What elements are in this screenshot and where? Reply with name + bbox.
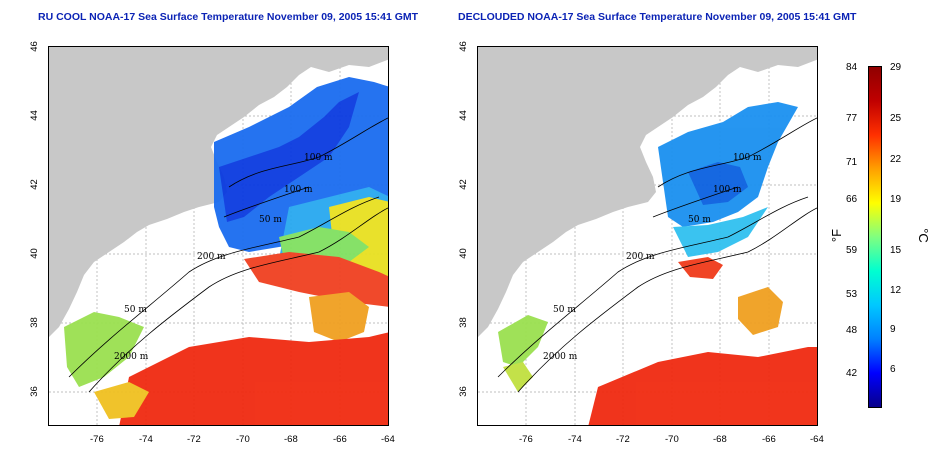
right-y-tick: 46 [457, 41, 469, 52]
left-x-tick: -72 [187, 434, 201, 445]
colorbar-f-tick: 59 [846, 245, 858, 256]
right-map-title: DECLOUDED NOAA-17 Sea Surface Temperatur… [458, 11, 857, 23]
left-x-tick: -66 [333, 434, 347, 445]
right-y-tick: 36 [457, 386, 469, 397]
left-sst-field [64, 77, 388, 425]
colorbar-f-tick: 71 [846, 157, 858, 168]
left-contours [68, 117, 388, 393]
right-sst-map[interactable]: 100 m 100 m 50 m 200 m 50 m 2000 m [477, 46, 818, 426]
right-contours [497, 117, 817, 393]
colorbar-f-tick: 77 [846, 113, 858, 124]
right-x-tick: -74 [568, 434, 582, 445]
right-y-tick: 38 [457, 317, 469, 328]
right-sst-map-canvas: 100 m 100 m 50 m 200 m 50 m 2000 m [478, 47, 817, 425]
left-sst-map[interactable]: 100 m 100 m 50 m 200 m 50 m 2000 m [48, 46, 389, 426]
right-x-tick: -66 [762, 434, 776, 445]
right-contour-label-200m: 200 m [626, 252, 655, 262]
left-y-tick: 38 [28, 317, 40, 328]
colorbar-celsius-label: °C [915, 228, 931, 243]
left-contour-label-200m: 200 m [197, 252, 226, 262]
colorbar-f-tick: 48 [846, 325, 858, 336]
right-contour-label-50m-a: 50 m [688, 215, 711, 225]
temperature-colorbar [868, 66, 882, 408]
left-land-patch [49, 47, 79, 227]
right-contour-label-100m-a: 100 m [733, 153, 762, 163]
right-x-tick: -64 [810, 434, 824, 445]
left-contour-label-100m-b: 100 m [284, 185, 313, 195]
right-contour-label-50m-b: 50 m [553, 305, 576, 315]
right-x-tick: -76 [519, 434, 533, 445]
colorbar-f-tick: 53 [846, 289, 858, 300]
left-sst-map-canvas: 100 m 100 m 50 m 200 m 50 m 2000 m [49, 47, 388, 425]
left-contour-label-50m-a: 50 m [259, 215, 282, 225]
left-y-tick: 36 [28, 386, 40, 397]
colorbar-c-tick: 15 [890, 245, 902, 256]
left-map-title: RU COOL NOAA-17 Sea Surface Temperature … [38, 11, 419, 23]
left-x-tick: -68 [284, 434, 298, 445]
colorbar-c-tick: 6 [890, 364, 896, 375]
left-contour-label-50m-b: 50 m [124, 305, 147, 315]
right-y-tick: 40 [457, 248, 469, 259]
left-x-tick: -74 [139, 434, 153, 445]
colorbar-f-tick: 66 [846, 194, 858, 205]
left-y-tick: 40 [28, 248, 40, 259]
left-contour-label-2000m: 2000 m [114, 352, 149, 362]
right-y-tick: 42 [457, 179, 469, 190]
right-x-tick: -72 [616, 434, 630, 445]
colorbar-c-tick: 29 [890, 62, 902, 73]
right-x-tick: -70 [665, 434, 679, 445]
colorbar-c-tick: 12 [890, 285, 902, 296]
colorbar-c-tick: 22 [890, 154, 902, 165]
right-land-patch [478, 47, 508, 227]
colorbar-c-tick: 25 [890, 113, 902, 124]
left-x-tick: -64 [381, 434, 395, 445]
left-y-tick: 42 [28, 179, 40, 190]
colorbar-c-tick: 9 [890, 324, 896, 335]
left-x-tick: -70 [236, 434, 250, 445]
left-y-tick: 46 [28, 41, 40, 52]
right-contour-label-2000m: 2000 m [543, 352, 578, 362]
right-land-mass [478, 47, 817, 337]
left-x-tick: -76 [90, 434, 104, 445]
right-x-tick: -68 [713, 434, 727, 445]
right-contour-label-100m-b: 100 m [713, 185, 742, 195]
colorbar-f-tick: 84 [846, 62, 858, 73]
left-contour-label-100m-a: 100 m [304, 153, 333, 163]
colorbar-c-tick: 19 [890, 194, 902, 205]
left-y-tick: 44 [28, 110, 40, 121]
colorbar-fahrenheit-label: °F [829, 228, 845, 243]
right-y-tick: 44 [457, 110, 469, 121]
colorbar-f-tick: 42 [846, 368, 858, 379]
